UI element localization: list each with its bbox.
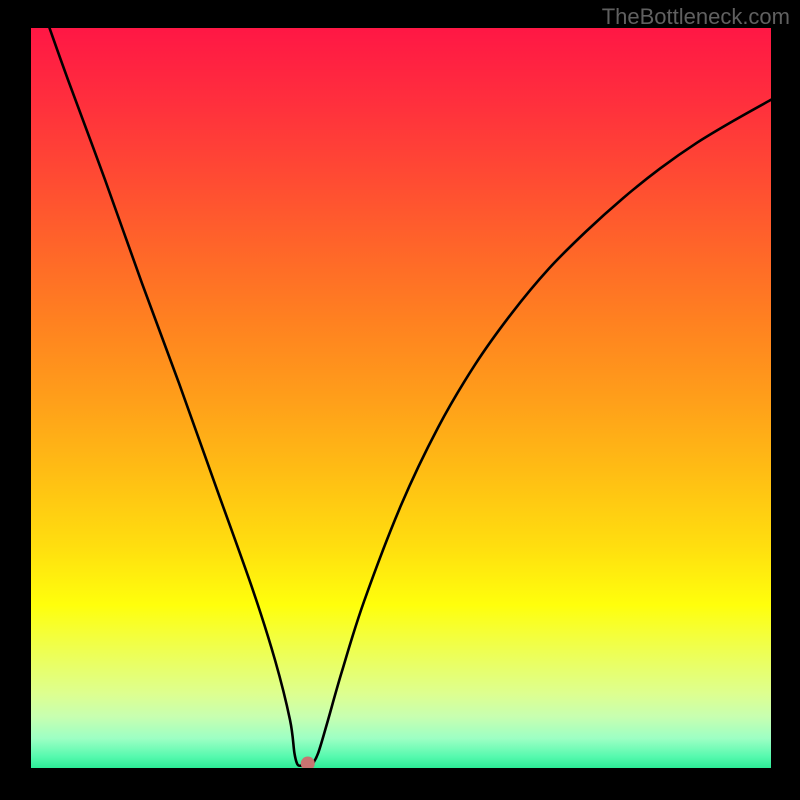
watermark-text: TheBottleneck.com [602,4,790,30]
bottleneck-chart [0,0,800,800]
chart-container: TheBottleneck.com [0,0,800,800]
gradient-background [31,28,771,768]
optimum-marker [301,757,315,771]
